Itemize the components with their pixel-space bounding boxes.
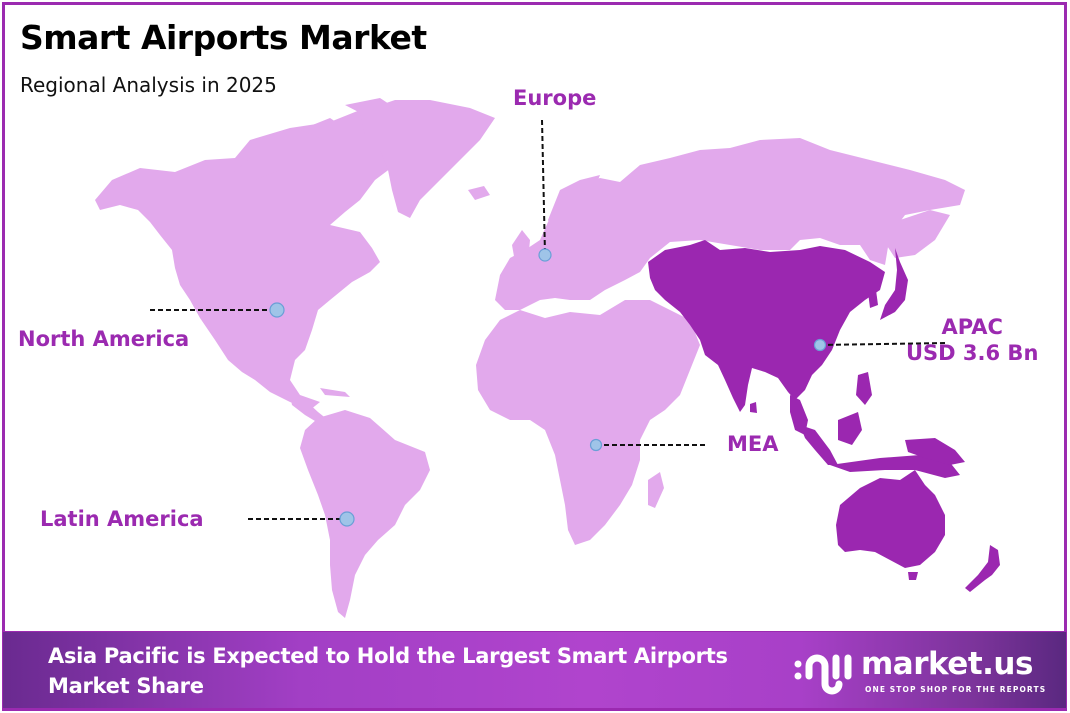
apac-leader-line <box>819 342 949 346</box>
region-greenland <box>360 100 495 218</box>
brand-tagline: ONE STOP SHOP FOR THE REPORTS <box>865 685 1047 694</box>
page-title: Smart Airports Market <box>20 18 427 57</box>
apac-region <box>648 240 1000 592</box>
region-north-america <box>95 108 420 410</box>
region-europe <box>495 138 965 310</box>
apac-marker[interactable] <box>813 338 827 352</box>
region-australia <box>836 470 945 568</box>
region-label-apac: APAC USD 3.6 Bn <box>906 314 1038 366</box>
page-subtitle: Regional Analysis in 2025 <box>20 73 277 97</box>
banner-headline: Asia Pacific is Expected to Hold the Lar… <box>48 644 728 698</box>
base-continents <box>95 98 965 618</box>
north-america-marker[interactable] <box>269 302 285 318</box>
region-mea <box>476 300 700 545</box>
region-label-mea: MEA <box>727 432 779 456</box>
brand-logo[interactable]: market.us ONE STOP SHOP FOR THE REPORTS <box>793 646 1053 698</box>
leader-lines <box>150 119 949 520</box>
latin-america-marker[interactable] <box>339 511 355 527</box>
apac-label: APAC <box>941 315 1003 339</box>
markers <box>269 248 827 527</box>
footer-banner: Asia Pacific is Expected to Hold the Lar… <box>3 631 1066 708</box>
region-apac-mainland <box>648 240 885 412</box>
region-label-europe: Europe <box>513 86 597 110</box>
europe-leader-line <box>541 119 546 255</box>
europe-marker[interactable] <box>538 248 552 262</box>
mea-marker[interactable] <box>589 438 603 452</box>
region-label-latin-america: Latin America <box>40 507 204 531</box>
market-us-logo-icon <box>794 654 852 695</box>
brand-name: market.us <box>861 646 1033 682</box>
world-map <box>95 98 1000 618</box>
region-latin-america <box>300 410 430 618</box>
apac-value: USD 3.6 Bn <box>906 341 1039 365</box>
region-label-north-america: North America <box>18 327 190 351</box>
